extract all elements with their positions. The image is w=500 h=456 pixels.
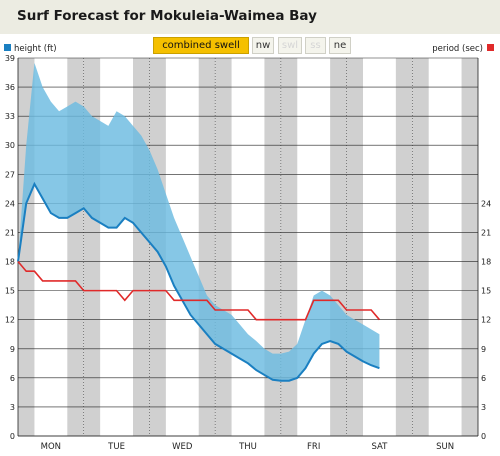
night-stripe — [215, 58, 232, 436]
y-left-tick-label: 27 — [5, 170, 15, 179]
height-low-line — [17, 181, 380, 382]
night-stripe — [412, 58, 429, 436]
y-right-tick-label: 6 — [481, 374, 486, 383]
y-right-tick-label: 12 — [481, 316, 491, 325]
night-stripe — [264, 58, 281, 436]
night-stripe — [280, 58, 298, 436]
y-right-tick-label: 15 — [481, 287, 491, 296]
period-legend-label: period (sec) — [432, 44, 483, 54]
tab-combined-swell[interactable]: combined swell — [153, 37, 249, 54]
night-stripe — [395, 58, 413, 436]
night-stripe — [461, 58, 478, 436]
y-left-tick-label: 39 — [5, 54, 15, 63]
height-legend-swatch — [4, 44, 11, 51]
period-line — [17, 261, 381, 321]
y-right-tick-label: 24 — [481, 199, 491, 208]
height-legend: height (ft) — [4, 44, 57, 54]
y-left-tick-label: 0 — [10, 432, 15, 441]
tab-nw[interactable]: nw — [252, 37, 274, 54]
day-label: THU — [238, 442, 257, 452]
y-left-tick-label: 9 — [10, 345, 15, 354]
y-right-tick-label: 9 — [481, 345, 486, 354]
y-left-tick-label: 18 — [5, 258, 15, 267]
tab-ne[interactable]: ne — [329, 37, 351, 54]
y-left-tick-label: 6 — [10, 374, 15, 383]
day-label: TUE — [107, 442, 125, 452]
period-legend: period (sec) — [432, 44, 494, 54]
y-left-tick-label: 36 — [5, 83, 15, 92]
night-stripe — [133, 58, 150, 436]
y-left-tick-label: 15 — [5, 287, 15, 296]
title-bar: Surf Forecast for Mokuleia-Waimea Bay — [0, 0, 500, 34]
night-stripe — [330, 58, 347, 436]
y-right-tick-label: 18 — [481, 258, 491, 267]
y-right-tick-label: 0 — [481, 432, 486, 441]
y-left-tick-label: 12 — [5, 316, 15, 325]
tab-ss[interactable]: ss — [305, 37, 326, 54]
night-stripe — [346, 58, 363, 436]
day-label: SUN — [436, 442, 454, 452]
y-right-tick-label: 21 — [481, 228, 491, 237]
day-label: MON — [41, 442, 61, 452]
tab-swl[interactable]: swl — [278, 37, 302, 54]
y-left-tick-label: 33 — [5, 112, 15, 121]
y-left-tick-label: 24 — [5, 199, 15, 208]
page-title: Surf Forecast for Mokuleia-Waimea Bay — [17, 8, 317, 24]
y-right-tick-label: 3 — [481, 403, 486, 412]
day-label: SAT — [371, 442, 388, 452]
y-left-tick-label: 3 — [10, 403, 15, 412]
day-label: FRI — [307, 442, 320, 452]
y-left-tick-label: 21 — [5, 228, 15, 237]
night-stripe — [198, 58, 216, 436]
day-label: WED — [172, 442, 193, 452]
y-left-tick-label: 30 — [5, 141, 15, 150]
height-legend-label: height (ft) — [14, 44, 57, 54]
period-legend-swatch — [487, 44, 494, 51]
height-band — [18, 62, 380, 381]
